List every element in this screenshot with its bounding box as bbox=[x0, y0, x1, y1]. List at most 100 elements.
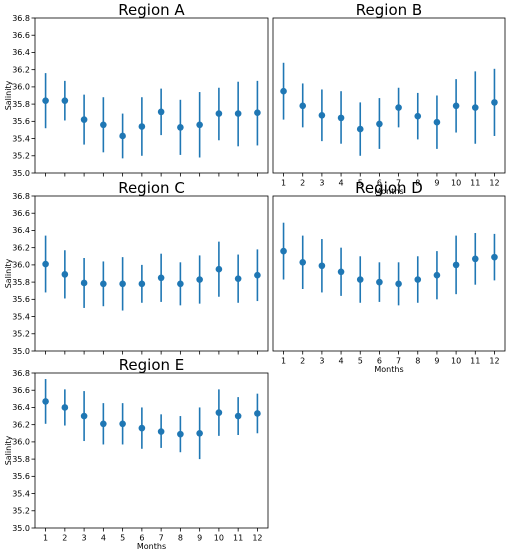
chart-3-point bbox=[215, 265, 223, 273]
chart-1-point bbox=[42, 97, 49, 104]
chart-2-xtick-label: 3 bbox=[319, 179, 324, 188]
chart-5-ytick-label: 35.2 bbox=[12, 507, 30, 516]
chart-4-point bbox=[414, 276, 422, 283]
chart-3-ytick-label: 35.6 bbox=[12, 295, 30, 304]
chart-5-ytick-label: 35.0 bbox=[12, 524, 30, 533]
chart-5-ytick-label: 36.4 bbox=[12, 403, 30, 412]
chart-2-xtick-label: 12 bbox=[489, 179, 499, 188]
chart-1-ytick-label: 35.6 bbox=[12, 117, 30, 126]
chart-3-ytick-label: 36.4 bbox=[12, 226, 30, 235]
chart-2-frame bbox=[272, 17, 506, 174]
chart-5-xtick-label: 2 bbox=[62, 534, 67, 543]
chart-3-point bbox=[196, 276, 203, 283]
chart-3-ytick-label: 36.8 bbox=[12, 192, 30, 201]
chart-4-point bbox=[337, 268, 345, 276]
chart-4-title: Region D bbox=[355, 179, 423, 197]
chart-5-title: Region E bbox=[119, 356, 185, 374]
chart-5-point bbox=[80, 412, 88, 420]
chart-4-xtick-label: 8 bbox=[415, 357, 420, 366]
chart-5-xtick-label: 11 bbox=[233, 534, 243, 543]
chart-5-xtick-label: 5 bbox=[120, 534, 125, 543]
chart-1-ytick-label: 35.8 bbox=[12, 100, 30, 109]
chart-2-title: Region B bbox=[356, 1, 422, 19]
chart-4-point bbox=[299, 259, 307, 266]
chart-2-xtick-label: 11 bbox=[470, 179, 480, 188]
chart-4-point bbox=[452, 261, 460, 269]
chart-5-point bbox=[138, 424, 146, 432]
chart-4-xtick-label: 6 bbox=[377, 357, 382, 366]
chart-2-xtick-label: 9 bbox=[434, 179, 439, 188]
chart-3-ytick-label: 36.0 bbox=[12, 261, 30, 270]
chart-5-xtick-label: 9 bbox=[197, 534, 202, 543]
chart-5-ytick-label: 35.8 bbox=[12, 455, 30, 464]
chart-2-xtick-label: 4 bbox=[339, 179, 344, 188]
chart-1-point bbox=[234, 110, 242, 117]
chart-5-point bbox=[100, 420, 107, 428]
chart-2-xlabel: Months bbox=[374, 187, 403, 196]
chart-1-title: Region A bbox=[118, 1, 185, 19]
chart-2-xtick-label: 8 bbox=[415, 179, 420, 188]
chart-3-panel: Region C 35.0 35.2 35.4 35.6 35.8 36.0 36.2 36.4… bbox=[4, 179, 269, 356]
chart-4-xtick-label: 5 bbox=[358, 357, 363, 366]
chart-4-xtick-label: 1 bbox=[281, 357, 286, 366]
chart-5-panel: Region E 35.0 35.2 35.4 35.6 35.8 36.0 36.2 36.4… bbox=[4, 356, 269, 550]
chart-1-point bbox=[138, 123, 146, 130]
chart-5-point bbox=[254, 410, 261, 417]
chart-3-point bbox=[80, 279, 88, 287]
chart-2-point bbox=[414, 112, 422, 120]
chart-2-point bbox=[471, 104, 479, 111]
chart-3-point bbox=[157, 274, 165, 282]
chart-4-xtick-label: 3 bbox=[319, 357, 324, 366]
chart-3-point bbox=[61, 271, 69, 278]
chart-4-point bbox=[471, 255, 479, 263]
chart-2-xtick-label: 7 bbox=[396, 179, 401, 188]
chart-1-ytick-label: 36.0 bbox=[12, 83, 30, 92]
chart-4-point bbox=[433, 271, 441, 279]
chart-3-ytick-label: 35.0 bbox=[12, 347, 30, 356]
chart-4-point bbox=[395, 280, 402, 288]
chart-1-ytick-label: 36.4 bbox=[12, 48, 30, 57]
chart-3-point bbox=[119, 280, 126, 288]
chart-1-point bbox=[215, 110, 223, 117]
chart-1-point bbox=[196, 121, 203, 129]
chart-1-point bbox=[157, 108, 165, 116]
chart-4-point bbox=[376, 278, 383, 286]
chart-5-xtick-label: 12 bbox=[252, 534, 262, 543]
chart-2-point bbox=[280, 87, 287, 95]
chart-5-point bbox=[119, 420, 126, 428]
chart-3-ytick-label: 36.2 bbox=[12, 243, 30, 252]
chart-4-point bbox=[356, 276, 364, 283]
chart-1-ytick-label: 36.2 bbox=[12, 65, 30, 74]
chart-5-xtick-label: 3 bbox=[82, 534, 87, 543]
chart-5-point bbox=[61, 404, 69, 411]
chart-2-point bbox=[356, 125, 364, 133]
chart-3-ytick-label: 35.2 bbox=[12, 330, 30, 339]
chart-4-point bbox=[491, 253, 498, 261]
chart-1-point bbox=[254, 109, 261, 117]
chart-4-xtick-label: 4 bbox=[339, 357, 344, 366]
chart-5-ytick-label: 36.6 bbox=[12, 386, 30, 395]
chart-2-point bbox=[337, 114, 345, 122]
chart-5-point bbox=[196, 429, 203, 437]
chart-1-point bbox=[177, 124, 184, 131]
chart-3-ytick-label: 36.6 bbox=[12, 209, 30, 218]
chart-1-point bbox=[61, 97, 69, 104]
chart-3-point bbox=[100, 280, 107, 288]
chart-2-point bbox=[491, 99, 498, 106]
chart-2-point bbox=[299, 102, 307, 110]
chart-3-point bbox=[177, 280, 184, 288]
chart-4-xtick-label: 9 bbox=[434, 357, 439, 366]
chart-4-xtick-label: 2 bbox=[300, 357, 305, 366]
chart-1-ytick-label: 36.8 bbox=[12, 14, 30, 23]
chart-4-xlabel: Months bbox=[374, 365, 403, 374]
chart-5-ytick-label: 36.8 bbox=[12, 369, 30, 378]
chart-2-xtick-label: 2 bbox=[300, 179, 305, 188]
chart-5-frame bbox=[34, 372, 269, 529]
chart-4-point bbox=[318, 262, 326, 270]
chart-4-xtick-label: 10 bbox=[451, 357, 461, 366]
chart-1-ylabel: Salinity bbox=[4, 80, 13, 110]
chart-4-xtick-label: 7 bbox=[396, 357, 401, 366]
chart-1-point bbox=[100, 121, 107, 129]
chart-5-point bbox=[177, 430, 184, 438]
